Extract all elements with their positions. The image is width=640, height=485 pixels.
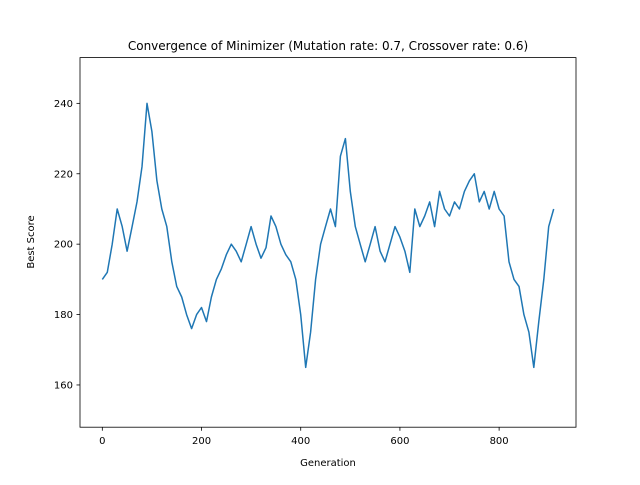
- chart-title: Convergence of Minimizer (Mutation rate:…: [128, 39, 528, 53]
- plot-frame: [79, 57, 577, 428]
- x-axis-label: Generation: [300, 458, 356, 469]
- y-axis-label: Best Score: [26, 215, 37, 268]
- y-tick-label: 240: [54, 99, 73, 110]
- x-tick-label: 400: [291, 436, 310, 447]
- y-tick-label: 180: [54, 310, 73, 321]
- y-axis: 160 180 200 220 240: [54, 99, 80, 391]
- y-tick-label: 160: [54, 380, 73, 391]
- x-tick-label: 600: [390, 436, 409, 447]
- x-tick-label: 200: [192, 436, 211, 447]
- series-line: [101, 102, 555, 369]
- x-tick-label: 800: [490, 436, 509, 447]
- x-tick-label: 0: [99, 436, 105, 447]
- y-tick-label: 200: [54, 240, 73, 251]
- y-tick-label: 220: [54, 169, 73, 180]
- x-axis: 0 200 400 600 800: [99, 427, 509, 447]
